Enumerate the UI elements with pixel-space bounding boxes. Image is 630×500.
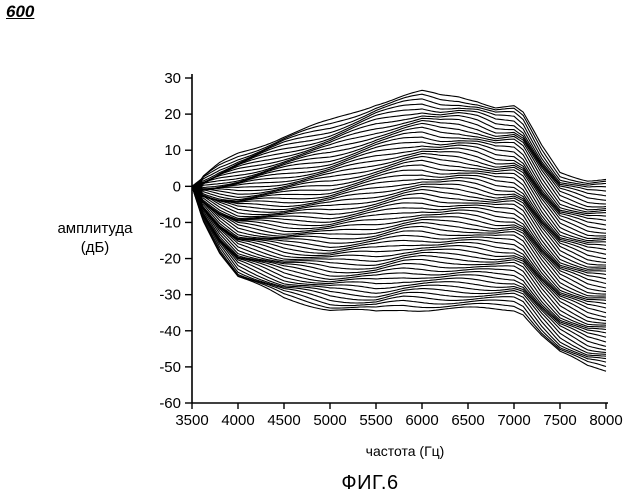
x-tick-label: 6000	[405, 412, 438, 429]
y-axis-label-line-1: амплитуда	[40, 219, 150, 238]
curve-family	[192, 90, 606, 371]
x-tick-label: 7500	[543, 412, 576, 429]
x-axis-ticks: 3500 4000 4500 5000 5500 6000 6500 7000 7500 8000	[175, 403, 622, 429]
y-tick-label: -10	[159, 214, 181, 231]
x-tick-label: 4000	[221, 412, 254, 429]
y-tick-label: 10	[164, 142, 181, 159]
y-tick-label: -60	[159, 395, 181, 412]
y-tick-label: 20	[164, 106, 181, 123]
y-tick-label: 0	[173, 178, 181, 195]
y-axis-label: амплитуда (дБ)	[40, 219, 150, 257]
x-tick-label: 8000	[589, 412, 622, 429]
x-tick-label: 3500	[175, 412, 208, 429]
y-tick-label: -40	[159, 323, 181, 340]
y-tick-label: 30	[164, 70, 181, 87]
x-tick-label: 6500	[451, 412, 484, 429]
y-tick-label: -20	[159, 251, 181, 268]
x-tick-label: 4500	[267, 412, 300, 429]
x-axis-label: частота (Гц)	[300, 443, 510, 459]
y-tick-label: -50	[159, 359, 181, 376]
x-tick-label: 7000	[497, 412, 530, 429]
y-axis-label-line-2: (дБ)	[40, 238, 150, 257]
x-tick-label: 5000	[313, 412, 346, 429]
figure-caption: ФИГ.6	[300, 472, 440, 495]
x-tick-label: 5500	[359, 412, 392, 429]
y-axis-ticks: 30 20 10 0 -10 -20 -30 -40 -50 -60	[159, 70, 192, 412]
y-tick-label: -30	[159, 287, 181, 304]
